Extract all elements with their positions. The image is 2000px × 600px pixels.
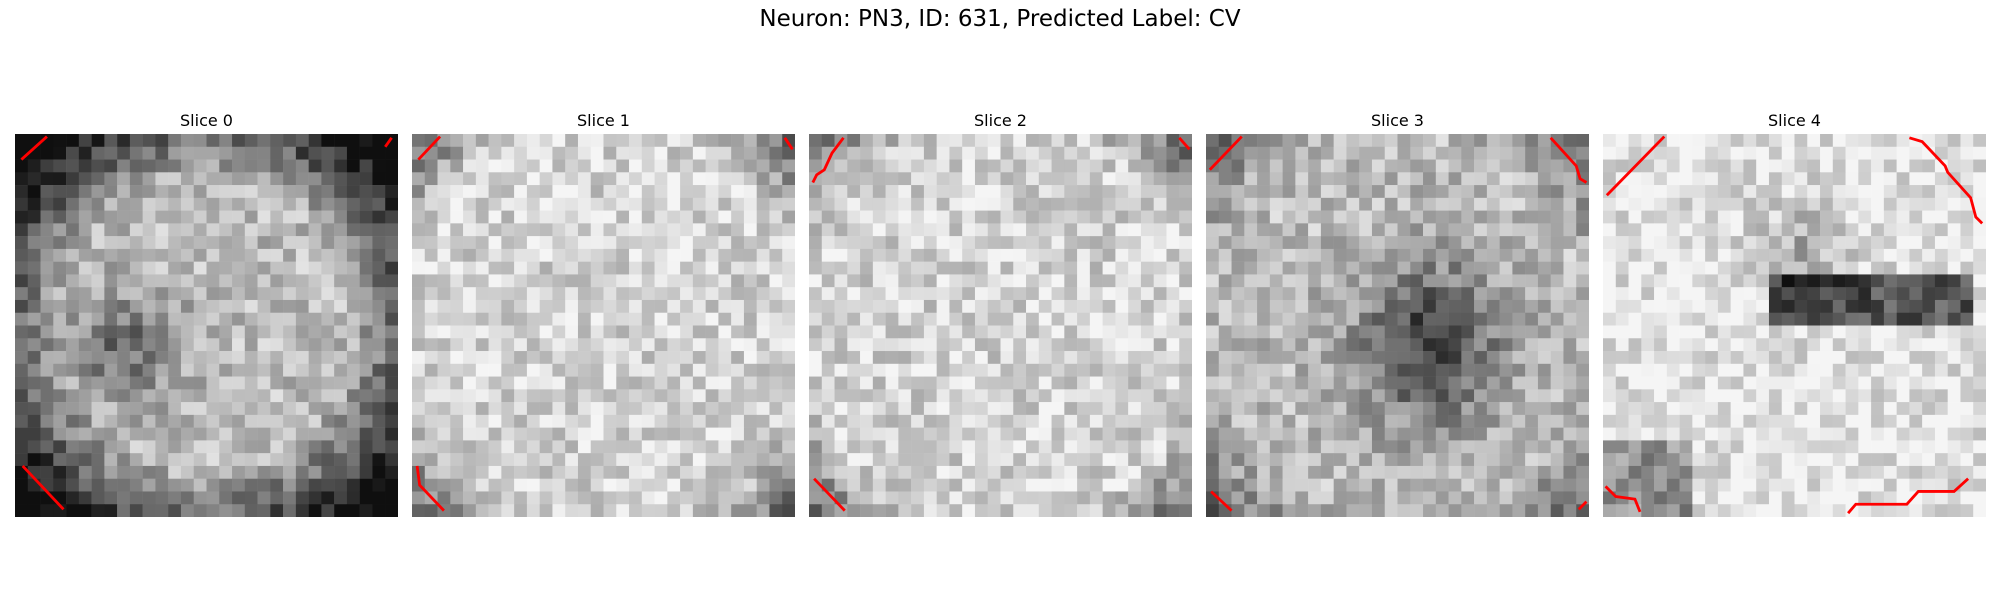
- slice-title: Slice 3: [1371, 111, 1424, 130]
- contour-line: [1178, 136, 1191, 151]
- slice-panel-4: Slice 4: [1603, 108, 1986, 517]
- contour-line: [1847, 477, 1970, 515]
- slice-panel-3: Slice 3: [1206, 108, 1589, 517]
- slice-title: Slice 1: [577, 111, 630, 130]
- slice-title: Slice 0: [180, 111, 233, 130]
- slice-title: Slice 2: [974, 111, 1027, 130]
- slice-image: [412, 134, 795, 517]
- contour-line: [1605, 135, 1666, 197]
- slice-panel-0: Slice 0: [15, 108, 398, 517]
- contour-line: [1210, 490, 1233, 512]
- contour-line: [783, 137, 794, 151]
- slice-image: [1206, 134, 1589, 517]
- slice-image: [1603, 134, 1986, 517]
- slice-image: [15, 134, 398, 517]
- contour-line: [811, 136, 845, 184]
- contour-line: [1577, 500, 1588, 511]
- contour-line: [20, 135, 48, 161]
- contour-line: [1208, 135, 1243, 171]
- slice-image: [809, 134, 1192, 517]
- contour-line: [21, 464, 65, 511]
- contour-line: [1908, 136, 1984, 225]
- slice-title: Slice 4: [1768, 111, 1821, 130]
- figure-title: Neuron: PN3, ID: 631, Predicted Label: C…: [759, 6, 1241, 32]
- slice-panel-2: Slice 2: [809, 108, 1192, 517]
- contour-line: [1604, 485, 1642, 513]
- contour-line: [1549, 136, 1588, 184]
- slice-panel-1: Slice 1: [412, 108, 795, 517]
- contour-line: [415, 465, 445, 512]
- contour-line: [417, 135, 442, 161]
- contour-line: [813, 477, 846, 512]
- contour-line: [384, 137, 393, 148]
